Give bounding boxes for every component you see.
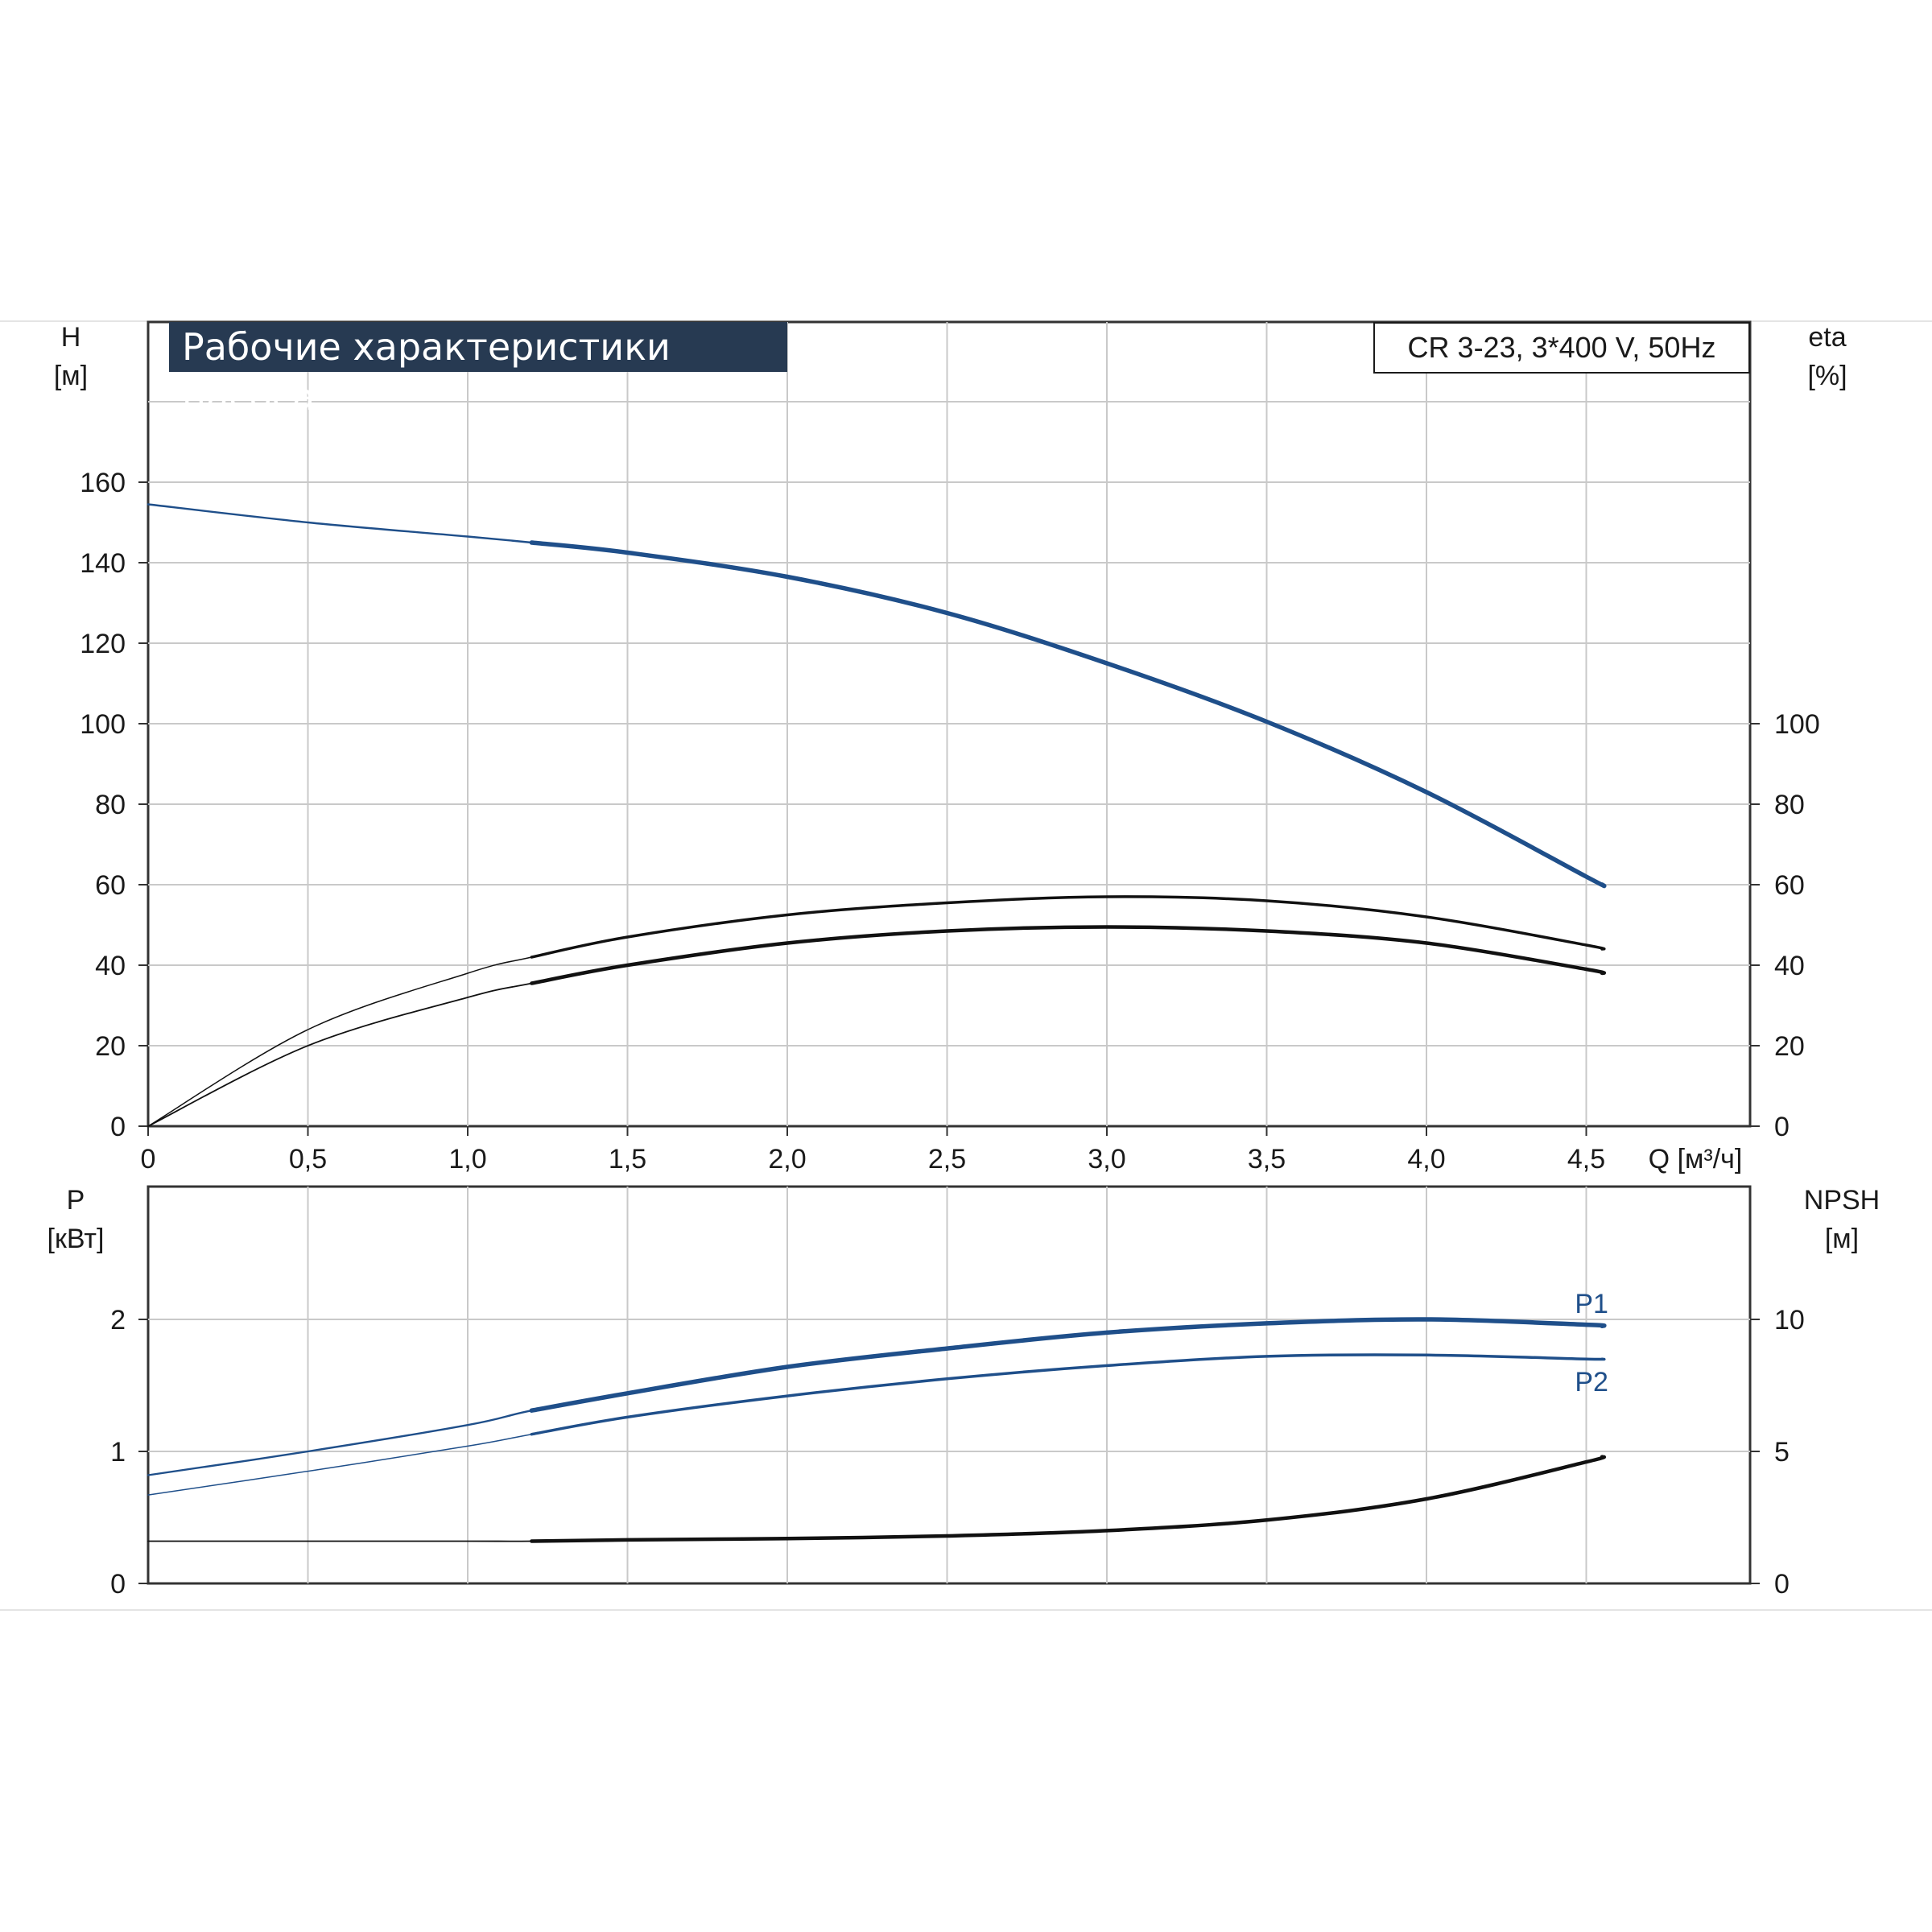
npsh-tick-label: 5 [1774,1437,1790,1468]
h-tick-label: 140 [80,548,126,579]
q-tick-label: 4,5 [1567,1144,1605,1174]
q-tick-label: 2,0 [768,1144,806,1174]
q-tick-label: 4,0 [1407,1144,1445,1174]
npsh-curve-operating-range [530,1455,1607,1543]
p-tick-label: 0 [110,1569,126,1600]
p2-curve-label: P2 [1575,1367,1608,1397]
q-tick-label: 1,5 [609,1144,646,1174]
h-tick-label: 0 [110,1112,126,1142]
head-curve-operating-range [529,540,1607,889]
h-axis-label: H [61,322,81,353]
h-tick-label: 20 [95,1031,126,1062]
eta-tick-label: 20 [1774,1031,1805,1062]
head-curve-line [147,503,1605,887]
chart-title: Рабочие характеристики насоса [169,322,787,419]
efficiency-curve-upper-operating-range [530,895,1606,959]
q-tick-label: 1,0 [448,1144,486,1174]
p-tick-label: 1 [110,1437,126,1468]
p-axis-unit: [кВт] [47,1224,105,1254]
q-axis-label: Q [м³/ч] [1649,1144,1743,1174]
q-tick-label: 0 [141,1144,156,1174]
p2-power-curve-line [147,1354,1605,1496]
efficiency-curve-lower-operating-range [530,925,1607,985]
npsh-tick-label: 0 [1774,1569,1790,1600]
h-tick-label: 120 [80,629,126,659]
npsh-curve-line [147,1455,1605,1542]
eta-tick-label: 80 [1774,790,1805,820]
eta-tick-label: 60 [1774,870,1805,901]
pump-model-label: CR 3-23, 3*400 V, 50Hz [1373,322,1750,374]
h-axis-unit: [м] [54,361,88,391]
h-tick-label: 40 [95,951,126,981]
p1-curve-label: P1 [1575,1289,1608,1319]
p-axis-label: P [67,1185,85,1216]
npsh-tick-label: 10 [1774,1305,1805,1335]
q-tick-label: 3,5 [1248,1144,1286,1174]
bottom-plot-frame [147,1185,1752,1585]
npsh-axis-label: NPSH [1804,1185,1880,1216]
efficiency-curve-upper-line [147,896,1605,1127]
h-tick-label: 100 [80,709,126,740]
q-tick-label: 2,5 [928,1144,966,1174]
p-tick-label: 2 [110,1305,126,1335]
eta-tick-label: 40 [1774,951,1805,981]
eta-axis-label: eta [1808,322,1846,353]
efficiency-curve-lower-line [147,926,1605,1127]
eta-tick-label: 100 [1774,709,1820,740]
eta-axis-unit: [%] [1807,361,1847,391]
npsh-axis-unit: [м] [1825,1224,1859,1254]
q-tick-label: 0,5 [289,1144,327,1174]
h-tick-label: 160 [80,468,126,498]
h-tick-label: 80 [95,790,126,820]
q-tick-label: 3,0 [1088,1144,1125,1174]
p2-power-curve-operating-range [530,1353,1606,1436]
page-divider-bottom [0,1609,1932,1611]
h-tick-label: 60 [95,870,126,901]
eta-tick-label: 0 [1774,1112,1790,1142]
p1-power-curve-operating-range [529,1317,1607,1413]
